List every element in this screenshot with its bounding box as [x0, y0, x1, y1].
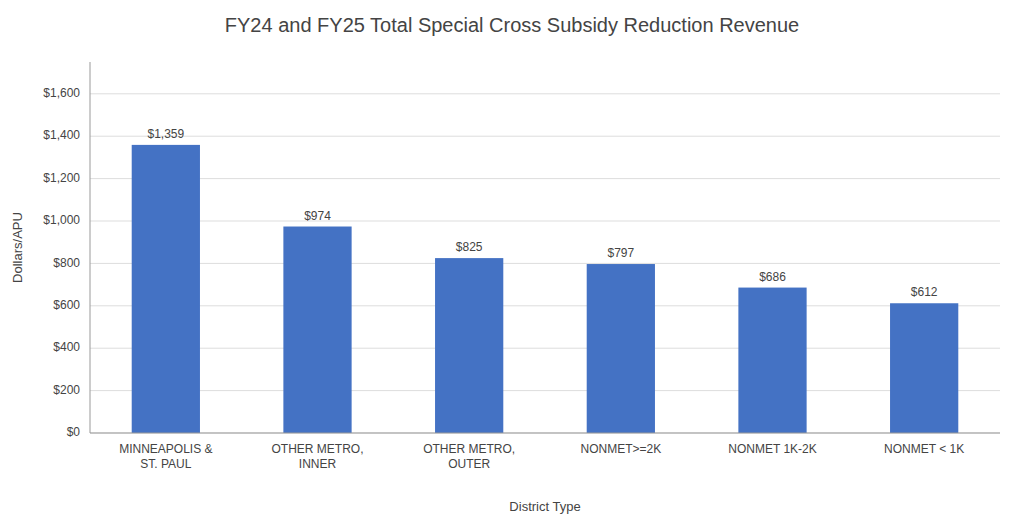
data-label: $686 — [759, 270, 786, 284]
x-axis-title: District Type — [509, 499, 580, 514]
y-tick-label: $200 — [53, 383, 80, 397]
y-tick-label: $0 — [67, 425, 81, 439]
grid-line — [90, 221, 1000, 222]
bar — [435, 258, 503, 433]
y-tick-label: $800 — [53, 256, 80, 270]
grid-line — [90, 305, 1000, 306]
x-axis: MINNEAPOLIS &ST. PAUL OTHER METRO,INNER OT… — [119, 442, 964, 471]
grid-line — [90, 390, 1000, 391]
y-tick-label: $1,400 — [43, 128, 80, 142]
bar — [283, 227, 351, 433]
x-tick-label: NONMET < 1K — [884, 442, 964, 456]
chart: FY24 and FY25 Total Special Cross Subsid… — [0, 0, 1024, 529]
grid-line — [90, 263, 1000, 264]
data-label: $974 — [304, 209, 331, 223]
x-tick-label: OTHER METRO,INNER — [272, 442, 364, 471]
grid-line — [90, 178, 1000, 179]
data-label: $1,359 — [147, 127, 184, 141]
data-label: $797 — [607, 246, 634, 260]
bar — [890, 303, 958, 433]
y-tick-label: $1,000 — [43, 213, 80, 227]
bars — [132, 145, 959, 433]
y-tick-label: $400 — [53, 340, 80, 354]
x-tick-label: OTHER METRO,OUTER — [423, 442, 515, 471]
grid-line — [90, 93, 1000, 94]
x-tick-label: NONMET>=2K — [580, 442, 661, 456]
y-tick-label: $1,200 — [43, 171, 80, 185]
y-tick-label: $1,600 — [43, 86, 80, 100]
title: FY24 and FY25 Total Special Cross Subsid… — [225, 14, 799, 36]
bar — [738, 288, 806, 433]
grid-line — [90, 433, 1000, 434]
x-tick-label: NONMET 1K-2K — [728, 442, 816, 456]
data-label: $825 — [456, 240, 483, 254]
x-axis-line — [90, 433, 1000, 434]
y-axis: $0 $200 $400 $600 $800 $1,000 $1,200 $1,400 $1,6… — [43, 86, 1000, 439]
x-tick-label: MINNEAPOLIS &ST. PAUL — [119, 442, 212, 471]
grid-line — [90, 136, 1000, 137]
bar — [587, 264, 655, 433]
bar — [132, 145, 200, 433]
y-axis-title: Dollars/APU — [10, 212, 25, 283]
data-label: $612 — [911, 285, 938, 299]
y-tick-label: $600 — [53, 298, 80, 312]
grid-line — [90, 348, 1000, 349]
y-axis-line — [90, 62, 91, 433]
data-labels: $1,359 $974 $825 $797 $686 $612 — [147, 127, 937, 299]
